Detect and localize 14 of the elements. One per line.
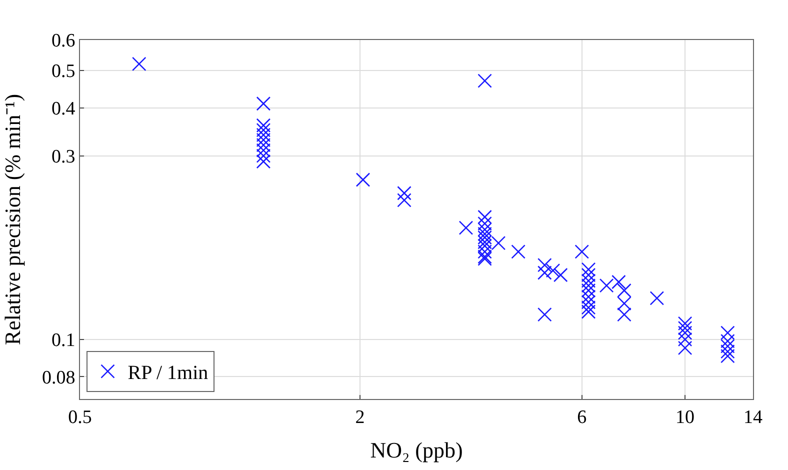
x-tick-label: 2 bbox=[355, 406, 365, 428]
x-tick-label: 14 bbox=[744, 406, 763, 428]
x-tick-label: 10 bbox=[676, 406, 695, 428]
x-tick-label: 0.5 bbox=[68, 406, 92, 428]
legend-label: RP / 1min bbox=[128, 362, 208, 384]
y-tick-label: 0.1 bbox=[51, 330, 76, 352]
y-tick-label: 0.5 bbox=[51, 61, 76, 82]
y-tick-label: 0.3 bbox=[51, 146, 76, 168]
y-tick-label: 0.4 bbox=[51, 98, 76, 120]
y-tick-label: 0.6 bbox=[51, 30, 76, 52]
y-axis-title: Relative precision (% min⁻¹) bbox=[0, 94, 25, 346]
y-tick-label: 0.08 bbox=[42, 367, 76, 388]
x-axis-title: NO₂ (ppb) bbox=[370, 438, 463, 463]
x-tick-label: 6 bbox=[577, 406, 587, 428]
